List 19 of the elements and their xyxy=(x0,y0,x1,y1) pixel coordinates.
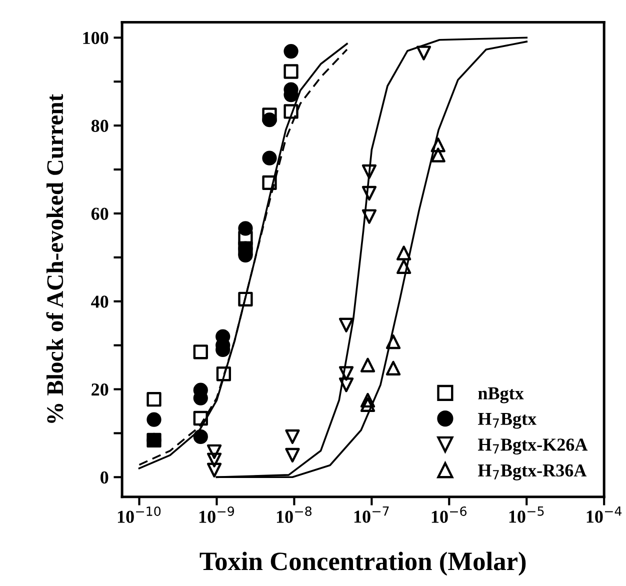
x-axis-title: Toxin Concentration (Molar) xyxy=(200,552,526,576)
x-tick-label: 10$^{−7}$ xyxy=(354,506,389,523)
x-tick-label: 10$^{−4}$ xyxy=(586,506,622,523)
legend-label: H$_{7}$Bgtx-R36A xyxy=(478,464,587,480)
legend-label: H$_{7}$Bgtx-K26A xyxy=(478,438,588,455)
x-tick-label: 10$^{−10}$ xyxy=(118,506,161,523)
x-tick-label: 10$^{−5}$ xyxy=(509,506,544,523)
y-axis-title: % Block of ACh-evoked Current xyxy=(46,94,64,423)
x-tick-label: 10$^{−8}$ xyxy=(276,506,312,523)
y-tick-label: 40 xyxy=(91,296,108,308)
x-tick-label: 10$^{−9}$ xyxy=(199,506,234,523)
y-tick-label: 60 xyxy=(91,208,108,220)
y-tick-label: 0 xyxy=(100,471,108,484)
legend-label: nBgtx xyxy=(478,387,524,404)
y-tick-label: 20 xyxy=(92,384,108,396)
legend-label: H$_{7}$Bgtx xyxy=(478,412,536,429)
y-tick-label: 100 xyxy=(83,32,108,44)
y-tick-label: 80 xyxy=(91,120,108,132)
x-tick-label: 10$^{−6}$ xyxy=(432,506,467,523)
